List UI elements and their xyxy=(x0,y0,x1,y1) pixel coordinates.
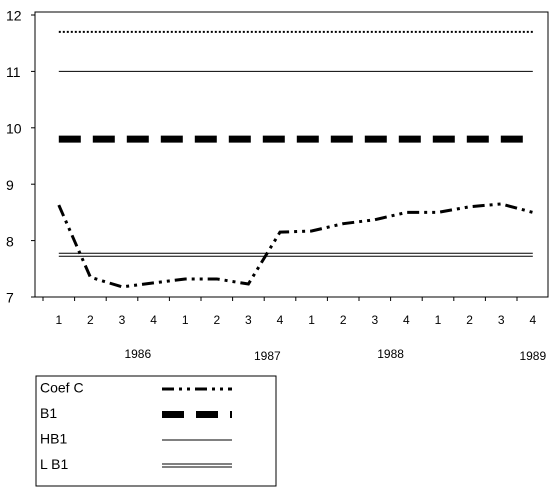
year-label: 1988 xyxy=(377,347,404,361)
legend-label: B1 xyxy=(40,405,57,421)
x-tick-label: 3 xyxy=(119,313,126,327)
legend-label: Coef C xyxy=(40,380,84,396)
year-label: 1986 xyxy=(124,347,151,361)
plot-frame xyxy=(34,11,549,298)
year-label: 1987 xyxy=(254,349,281,363)
legend: Coef C B1 HB1 L B1 xyxy=(40,380,232,472)
x-tick-label: 3 xyxy=(245,313,252,327)
y-tick-label: 7 xyxy=(6,290,14,306)
year-label: 1989 xyxy=(519,349,546,363)
x-tick-label: 1 xyxy=(55,313,62,327)
y-tick-label: 10 xyxy=(6,121,22,137)
x-tick-label: 4 xyxy=(150,313,157,327)
x-tick-label: 4 xyxy=(277,313,284,327)
y-tick-label: 8 xyxy=(6,233,14,249)
x-tick-label: 2 xyxy=(340,313,347,327)
y-tick-label: 12 xyxy=(6,8,22,24)
x-tick-label: 4 xyxy=(403,313,410,327)
x-tick-label: 4 xyxy=(529,313,536,327)
x-tick-label: 1 xyxy=(308,313,315,327)
legend-label: HB1 xyxy=(40,431,67,447)
y-tick-label: 9 xyxy=(6,177,14,193)
x-tick-label: 3 xyxy=(498,313,505,327)
series-line xyxy=(57,202,534,289)
x-tick-label: 2 xyxy=(466,313,473,327)
legend-label: L B1 xyxy=(40,456,68,472)
x-tick-label: 2 xyxy=(213,313,220,327)
x-tick-label: 1 xyxy=(435,313,442,327)
x-tick-label: 2 xyxy=(87,313,94,327)
legend-box xyxy=(35,375,277,487)
y-tick-label: 11 xyxy=(6,64,21,80)
x-tick-label: 1 xyxy=(182,313,189,327)
x-tick-label: 3 xyxy=(371,313,378,327)
